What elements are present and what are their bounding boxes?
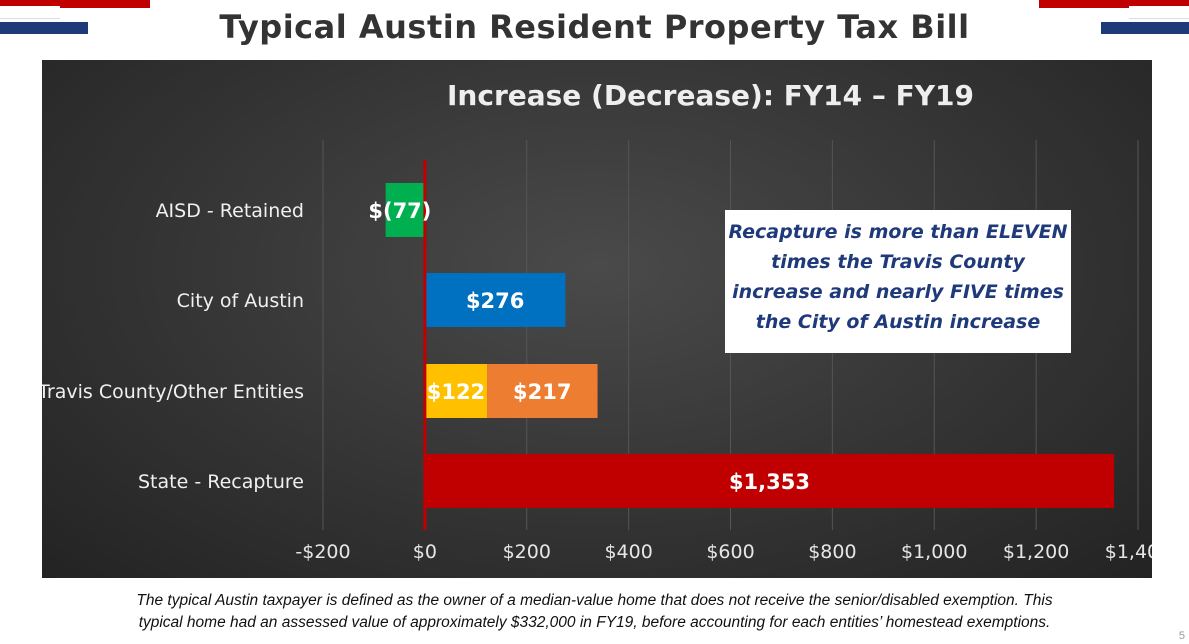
page-number: 5 [1178, 630, 1185, 642]
x-tick-label: $800 [808, 541, 856, 563]
x-tick-label: $1,400 [1105, 541, 1152, 563]
bars [385, 160, 1115, 530]
annotation-box [725, 210, 1071, 353]
data-label: $122 [427, 380, 485, 404]
category-label: Travis County/Other Entities [42, 381, 304, 403]
data-label: $(77) [368, 199, 431, 223]
annotation-line: increase and nearly FIVE times [732, 281, 1064, 303]
data-label: $217 [513, 380, 571, 404]
x-tick-label: $1,200 [1003, 541, 1069, 563]
x-tick-label: $200 [503, 541, 551, 563]
annotation-line: times the Travis County [771, 251, 1026, 273]
category-label: AISD - Retained [156, 200, 304, 222]
x-tick-label: $0 [413, 541, 437, 563]
bar [424, 364, 488, 418]
chart-panel: Increase (Decrease): FY14 – FY19 -$200 $0 $… [37, 60, 1171, 578]
annotation-line: the City of Austin increase [756, 311, 1041, 333]
annotation-line: Recapture is more than ELEVEN [728, 221, 1067, 243]
bar-chart: Increase (Decrease): FY14 – FY19 -$200 $0 $… [37, 79, 1171, 563]
bar [385, 183, 425, 237]
category-label: State - Recapture [138, 471, 304, 493]
category-label: City of Austin [177, 290, 304, 312]
footnote-line-1: The typical Austin taxpayer is defined a… [136, 592, 1053, 609]
left-corner-flag-decoration [0, 0, 150, 40]
annotation-text: Recapture is more than ELEVEN times the T… [728, 221, 1067, 333]
x-tick-label: $400 [604, 541, 652, 563]
bar [424, 273, 566, 327]
data-label: $276 [466, 289, 524, 313]
right-corner-flag-decoration [1039, 0, 1189, 40]
footnote-line-2: typical home had an assessed value of ap… [138, 614, 1051, 631]
bar [487, 364, 598, 418]
footnote: The typical Austin taxpayer is defined a… [0, 590, 1189, 634]
chart-title: Increase (Decrease): FY14 – FY19 [447, 79, 974, 112]
x-tick-label: -$200 [295, 541, 350, 563]
x-tick-label: $1,000 [901, 541, 967, 563]
labels: Increase (Decrease): FY14 – FY19 -$200 $0 $… [37, 79, 1171, 563]
x-tick-label: $600 [706, 541, 754, 563]
slide-title: Typical Austin Resident Property Tax Bil… [219, 8, 970, 46]
data-label: $1,353 [729, 470, 810, 494]
bar [424, 454, 1115, 508]
